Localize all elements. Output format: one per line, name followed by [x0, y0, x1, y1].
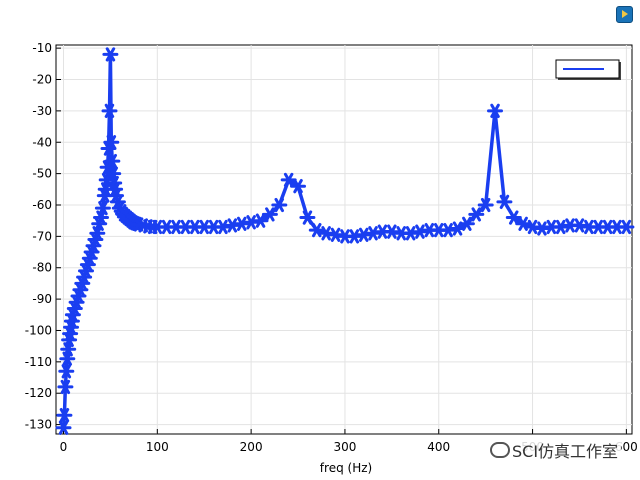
y-tick-label: -10: [32, 41, 52, 55]
x-tick-label: 300: [333, 440, 356, 454]
series-group: [55, 47, 635, 435]
data-point: [618, 219, 635, 235]
y-tick-label: -20: [32, 73, 52, 87]
data-point: [477, 197, 494, 213]
y-tick-label: -60: [32, 198, 52, 212]
app-logo-icon[interactable]: [616, 6, 633, 23]
data-point: [346, 229, 363, 244]
y-tick-label: -30: [32, 104, 52, 118]
y-tick-label: -100: [25, 323, 52, 337]
data-point: [224, 218, 241, 233]
data-point: [505, 210, 522, 225]
data-point: [271, 197, 288, 213]
y-tick-label: -120: [25, 386, 52, 400]
data-point: [327, 227, 344, 242]
data-point: [487, 103, 503, 118]
data-point: [280, 172, 297, 187]
x-tick-label: 200: [240, 440, 263, 454]
x-tick-label: 400: [427, 440, 450, 454]
data-point: [101, 103, 118, 118]
data-point: [94, 201, 111, 216]
watermark: SCI仿真工作室: [487, 441, 622, 463]
data-point: [215, 219, 231, 235]
data-point: [104, 153, 121, 169]
data-point: [412, 224, 428, 239]
data-point: [355, 227, 372, 242]
data-point: [552, 219, 569, 235]
x-tick-label: 0: [60, 440, 68, 454]
data-point: [252, 213, 269, 228]
data-point: [103, 135, 120, 150]
data-point: [299, 210, 316, 225]
x-tick-label: 100: [146, 440, 169, 454]
y-tick-label: -50: [32, 167, 52, 181]
data-point: [440, 223, 457, 238]
watermark-text: SCI仿真工作室: [512, 442, 619, 461]
data-point: [58, 364, 75, 379]
data-point: [55, 420, 72, 435]
data-point: [571, 218, 588, 233]
data-point: [458, 216, 475, 231]
y-tick-label: -110: [25, 355, 52, 369]
data-point: [468, 207, 485, 222]
data-point: [261, 207, 278, 222]
data-point: [56, 408, 73, 423]
data-point: [318, 226, 335, 241]
y-tick-label: -70: [32, 229, 52, 243]
data-point: [290, 179, 306, 194]
y-tick-label: -90: [32, 292, 52, 306]
y-tick-label: -80: [32, 261, 52, 275]
data-point: [233, 216, 250, 231]
y-axis: -10 -20 -30 -40 -50 -60 -70 -80 -90 -100 -110 -120 -…: [25, 41, 61, 432]
legend: [555, 59, 621, 80]
x-axis-title: freq (Hz): [320, 461, 372, 475]
data-point: [496, 194, 513, 209]
y-tick-label: -40: [32, 135, 52, 149]
wechat-icon: [490, 442, 510, 458]
data-point: [102, 47, 119, 62]
y-tick-label: -130: [25, 418, 52, 432]
data-point: [57, 379, 74, 395]
